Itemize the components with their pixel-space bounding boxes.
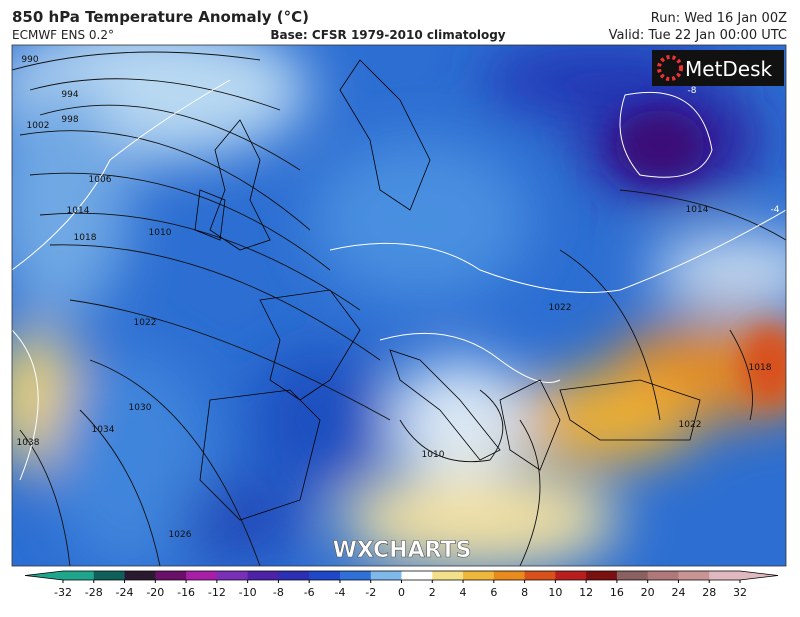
colorbar-segment: [616, 571, 649, 580]
colorbar-tick-label: 16: [610, 586, 624, 599]
colorbar-segment: [247, 571, 279, 580]
contour-label: 1014: [686, 205, 709, 215]
contour-label: 1002: [27, 121, 50, 131]
colorbar-tick-label: -28: [85, 586, 103, 599]
colorbar-tick-label: -16: [177, 586, 195, 599]
colorbar-segment: [124, 571, 156, 580]
colorbar-segment: [339, 571, 372, 580]
map-frame: [11, 44, 787, 567]
colorbar-segment: [278, 571, 310, 580]
colorbar-tick-label: -6: [304, 586, 315, 599]
contour-label: 1034: [92, 425, 115, 435]
colorbar-segment: [432, 571, 464, 580]
colorbar-tick-label: -10: [239, 586, 257, 599]
colorbar-tick-label: -8: [273, 586, 284, 599]
colorbar-segment: [186, 571, 218, 580]
colorbar-segment: [216, 571, 249, 580]
colorbar-tick-label: -24: [116, 586, 134, 599]
valid: Valid: Tue 22 Jan 00:00 UTC: [609, 28, 787, 43]
map-field: [12, 45, 786, 566]
colorbar-segment: [709, 571, 741, 580]
contour-label: 1010: [422, 450, 445, 460]
logo-icon: [657, 55, 683, 81]
colorbar-tick-label: 32: [733, 586, 747, 599]
colorbar-tick-label: -4: [334, 586, 345, 599]
colorbar-segment: [647, 571, 679, 580]
contour-label: 1014: [67, 206, 90, 216]
contour-label: 1018: [749, 363, 772, 373]
contour-label: 1022: [679, 420, 702, 430]
colorbar-tick-label: 24: [671, 586, 685, 599]
contour-label: -8: [688, 86, 697, 96]
colorbar-segment: [309, 571, 341, 580]
title: 850 hPa Temperature Anomaly (°C): [12, 8, 309, 26]
model: ECMWF ENS 0.2°: [12, 28, 114, 42]
contour-label: 1018: [74, 233, 97, 243]
colorbar-tick-label: 10: [548, 586, 562, 599]
colorbar-segment: [93, 571, 126, 580]
contour-label: 1022: [549, 303, 572, 313]
contour-label: 994: [61, 90, 78, 100]
colorbar-end: [740, 571, 778, 580]
contour-label: 998: [61, 115, 78, 125]
coastlines: [194, 59, 701, 521]
colorbar-segment: [463, 571, 495, 580]
colorbar-tick-label: 0: [398, 586, 405, 599]
watermark: WXCHARTS: [333, 538, 472, 563]
colorbar-tick-label: -20: [146, 586, 164, 599]
colorbar-end: [25, 571, 63, 580]
contour-label: 1022: [134, 318, 157, 328]
colorbar-tick-label: -32: [54, 586, 72, 599]
contour-label: 990: [21, 55, 38, 65]
colorbar-tick-label: -12: [208, 586, 226, 599]
colorbar-segment: [678, 571, 710, 580]
isobars: [12, 51, 786, 566]
colorbar-segment: [586, 571, 618, 580]
anomaly-contours: [12, 79, 786, 481]
contour-label: -4: [771, 205, 780, 215]
run: Run: Wed 16 Jan 00Z: [651, 11, 787, 26]
colorbar-tick-label: 6: [490, 586, 497, 599]
contour-label: 1010: [149, 228, 172, 238]
contour-label: 1006: [89, 175, 112, 185]
colorbar-tick-label: -2: [365, 586, 376, 599]
colorbar-segment: [524, 571, 556, 580]
colorbar-tick-label: 12: [579, 586, 593, 599]
contour-label: 1038: [17, 438, 40, 448]
colorbar-segment: [493, 571, 526, 580]
colorbar-tick-label: 4: [460, 586, 467, 599]
colorbar-segment: [370, 571, 402, 580]
colorbar-segment: [401, 571, 433, 580]
contour-label: 1030: [129, 403, 152, 413]
colorbar-tick-label: 8: [521, 586, 528, 599]
colorbar-segment: [555, 571, 587, 580]
colorbar-tick-label: 20: [641, 586, 655, 599]
logo: MetDesk: [685, 57, 773, 81]
colorbar-tick-label: 28: [702, 586, 716, 599]
contour-label: 1026: [169, 530, 192, 540]
colorbar-segment: [63, 571, 95, 580]
base: Base: CFSR 1979-2010 climatology: [270, 28, 505, 42]
colorbar-segment: [155, 571, 187, 580]
colorbar-tick-label: 2: [429, 586, 436, 599]
